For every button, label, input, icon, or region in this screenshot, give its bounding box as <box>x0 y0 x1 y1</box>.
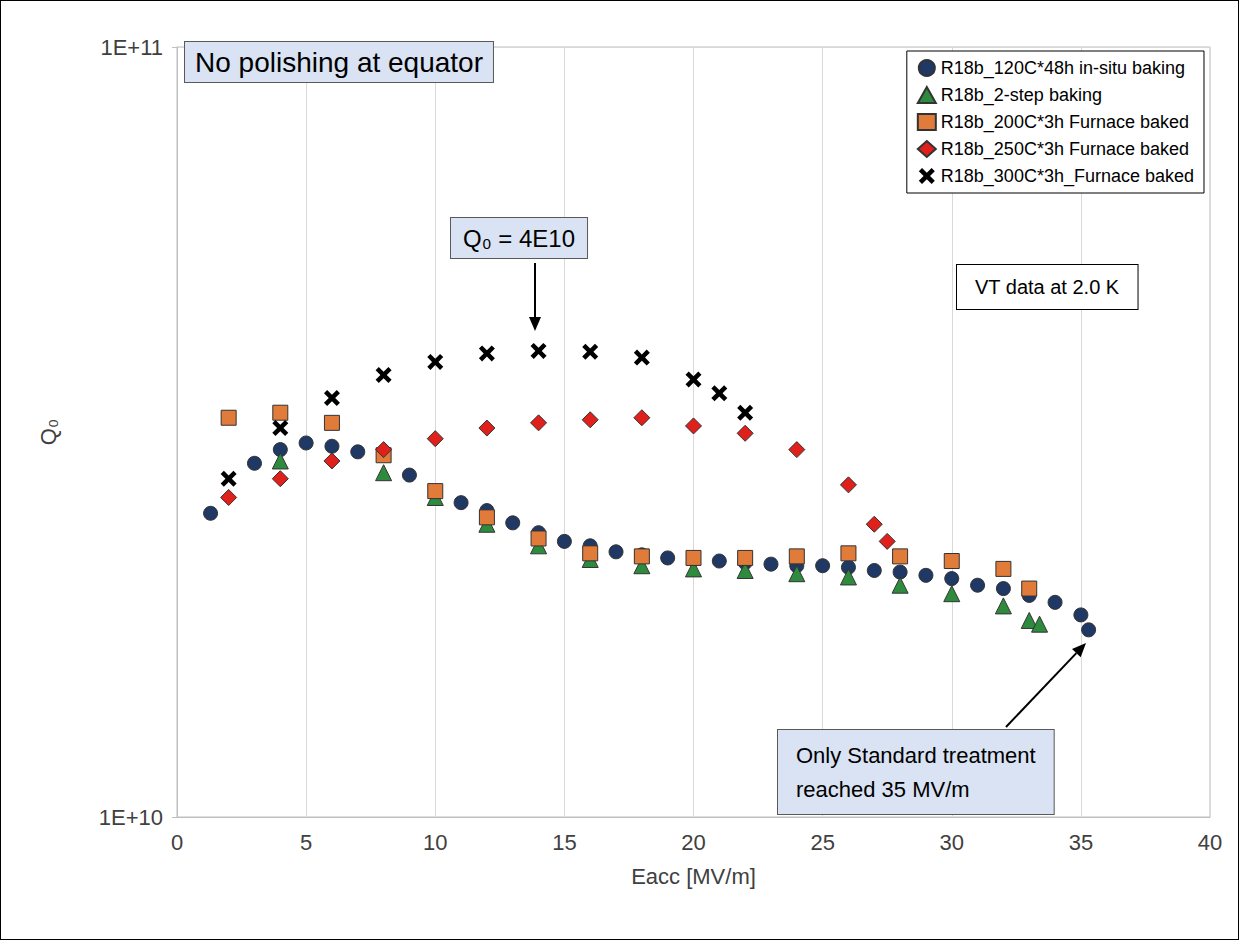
svg-text:No polishing at equator: No polishing at equator <box>195 47 483 78</box>
svg-text:30: 30 <box>940 830 964 855</box>
svg-text:R18b_2-step baking: R18b_2-step baking <box>941 85 1102 106</box>
svg-text:R18b_120C*48h in-situ baking: R18b_120C*48h in-situ baking <box>941 58 1185 79</box>
svg-text:35: 35 <box>1069 830 1093 855</box>
svg-text:R18b_250C*3h Furnace baked: R18b_250C*3h Furnace baked <box>941 139 1189 160</box>
svg-text:40: 40 <box>1198 830 1222 855</box>
svg-text:15: 15 <box>552 830 576 855</box>
svg-text:25: 25 <box>810 830 834 855</box>
svg-text:Only Standard treatment: Only Standard treatment <box>796 743 1036 768</box>
svg-text:0: 0 <box>171 830 183 855</box>
svg-text:1E+11: 1E+11 <box>100 35 163 60</box>
svg-text:Q₀: Q₀ <box>36 419 61 445</box>
svg-text:R18b_300C*3h_Furnace baked: R18b_300C*3h_Furnace baked <box>941 166 1194 187</box>
svg-text:20: 20 <box>681 830 705 855</box>
svg-text:5: 5 <box>300 830 312 855</box>
svg-text:Q₀ = 4E10: Q₀ = 4E10 <box>463 225 575 252</box>
svg-text:VT data at 2.0 K: VT data at 2.0 K <box>975 276 1120 298</box>
svg-text:reached 35 MV/m: reached 35 MV/m <box>796 777 970 802</box>
svg-text:1E+10: 1E+10 <box>99 805 163 830</box>
svg-text:Eacc [MV/m]: Eacc [MV/m] <box>631 864 756 889</box>
svg-text:10: 10 <box>423 830 447 855</box>
svg-text:R18b_200C*3h Furnace baked: R18b_200C*3h Furnace baked <box>941 112 1189 133</box>
